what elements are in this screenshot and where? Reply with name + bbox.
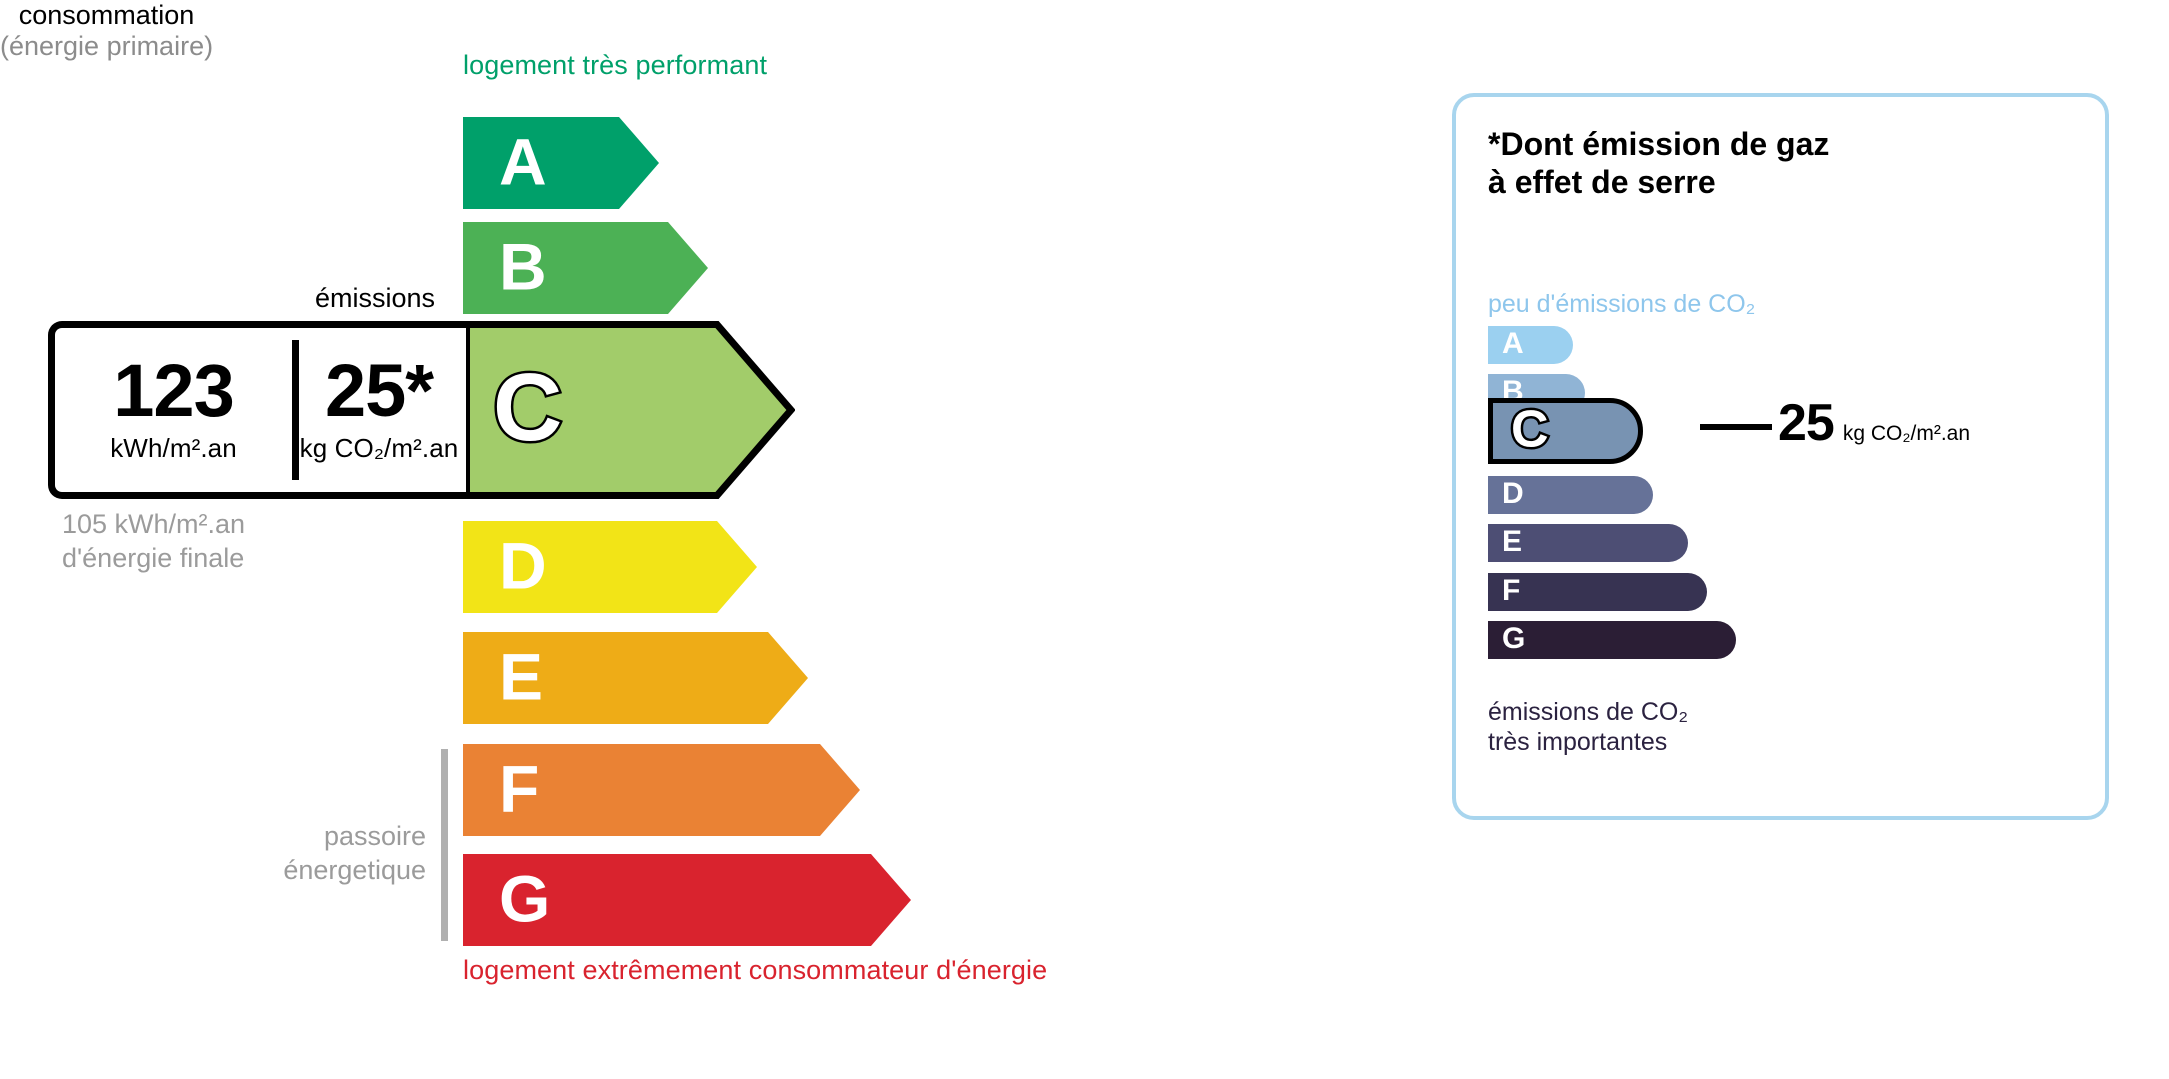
energy-letter-d: D xyxy=(499,528,547,603)
passoire-label-line2: énergetique xyxy=(283,854,426,885)
energy-bar-g-shape xyxy=(463,854,911,946)
energy-letter-c: C xyxy=(490,354,564,462)
energy-bar-a-shape xyxy=(463,117,659,209)
emissions-value: 25* xyxy=(324,349,434,433)
co2-row-a: A xyxy=(1488,326,1573,364)
co2-letter-a: A xyxy=(1502,327,1524,361)
co2-letter-e: E xyxy=(1502,525,1523,559)
consumption-heading-line2: (énergie primaire) xyxy=(0,31,214,62)
passoire-bracket xyxy=(441,749,448,941)
energy-letter-g: G xyxy=(499,861,551,936)
energy-bar-c-shape xyxy=(463,321,795,499)
consumption-heading-line1: consommation xyxy=(18,0,195,30)
value-box: 123 kWh/m².an 25* kg CO₂/m².an xyxy=(48,321,466,499)
energy-bar-b-shape xyxy=(463,222,708,314)
energy-bar-e-shape xyxy=(463,632,808,724)
co2-bottom-caption-line2: très importantes xyxy=(1488,728,1668,756)
final-energy-line2: d'énergie finale xyxy=(62,542,245,573)
co2-panel-title-line1: *Dont émission de gaz xyxy=(1488,126,1830,162)
energy-row-e: E xyxy=(463,632,808,724)
co2-panel-title-line2: à effet de serre xyxy=(1488,164,1716,201)
energy-row-f: F xyxy=(463,744,860,836)
co2-value: 25 xyxy=(1778,394,1835,452)
passoire-label-line1: passoire xyxy=(323,821,426,851)
emissions-value-block: 25* kg CO₂/m².an xyxy=(298,328,460,492)
co2-letter-d: D xyxy=(1502,477,1524,511)
co2-row-e: E xyxy=(1488,524,1688,562)
energy-letter-e: E xyxy=(499,639,544,714)
co2-letter-g: G xyxy=(1502,622,1526,656)
emissions-heading: émissions xyxy=(314,283,436,313)
co2-value-unit: kg CO₂/m².an xyxy=(1842,422,1971,445)
energy-row-a: A xyxy=(463,117,659,209)
co2-letter-f: F xyxy=(1502,574,1521,608)
final-energy-line1: 105 kWh/m².an xyxy=(62,509,246,539)
energy-bar-f-shape xyxy=(463,744,860,836)
energy-row-b: B xyxy=(463,222,708,314)
co2-panel-title: *Dont émission de gaz à effet de serre xyxy=(1488,125,1829,202)
consumption-value: 123 xyxy=(113,349,234,433)
consumption-heading: consommation (énergie primaire) xyxy=(0,0,213,62)
energy-letter-a: A xyxy=(499,124,547,199)
co2-bottom-caption: émissions de CO₂ très importantes xyxy=(1488,697,1688,757)
co2-top-caption: peu d'émissions de CO₂ xyxy=(1488,290,1756,318)
energy-row-g: G xyxy=(463,854,911,946)
final-energy-note: 105 kWh/m².an d'énergie finale xyxy=(62,508,245,576)
co2-value-group: 25 kg CO₂/m².an xyxy=(1778,397,1970,449)
value-divider xyxy=(292,340,299,480)
energy-top-caption: logement très performant xyxy=(463,50,768,80)
energy-letter-b: B xyxy=(499,229,547,304)
consumption-value-block: 123 kWh/m².an xyxy=(55,328,292,492)
energy-bar-d-shape xyxy=(463,521,757,613)
co2-row-d: D xyxy=(1488,476,1653,514)
energy-bottom-caption: logement extrêmement consommateur d'éner… xyxy=(463,955,1048,985)
co2-bottom-caption-line1: émissions de CO₂ xyxy=(1488,698,1689,726)
co2-row-g: G xyxy=(1488,621,1736,659)
co2-panel: *Dont émission de gaz à effet de serre p… xyxy=(1452,93,2109,820)
co2-row-c: C xyxy=(1488,398,1643,464)
energy-letter-f: F xyxy=(499,751,540,826)
co2-row-f: F xyxy=(1488,573,1707,611)
emissions-unit: kg CO₂/m².an xyxy=(299,432,459,463)
energy-row-d: D xyxy=(463,521,757,613)
co2-letter-c: C xyxy=(1509,400,1552,459)
co2-leader-line xyxy=(1700,424,1772,430)
energy-row-c: C xyxy=(463,321,795,499)
consumption-unit: kWh/m².an xyxy=(110,432,237,463)
passoire-label: passoire énergetique xyxy=(230,820,426,888)
